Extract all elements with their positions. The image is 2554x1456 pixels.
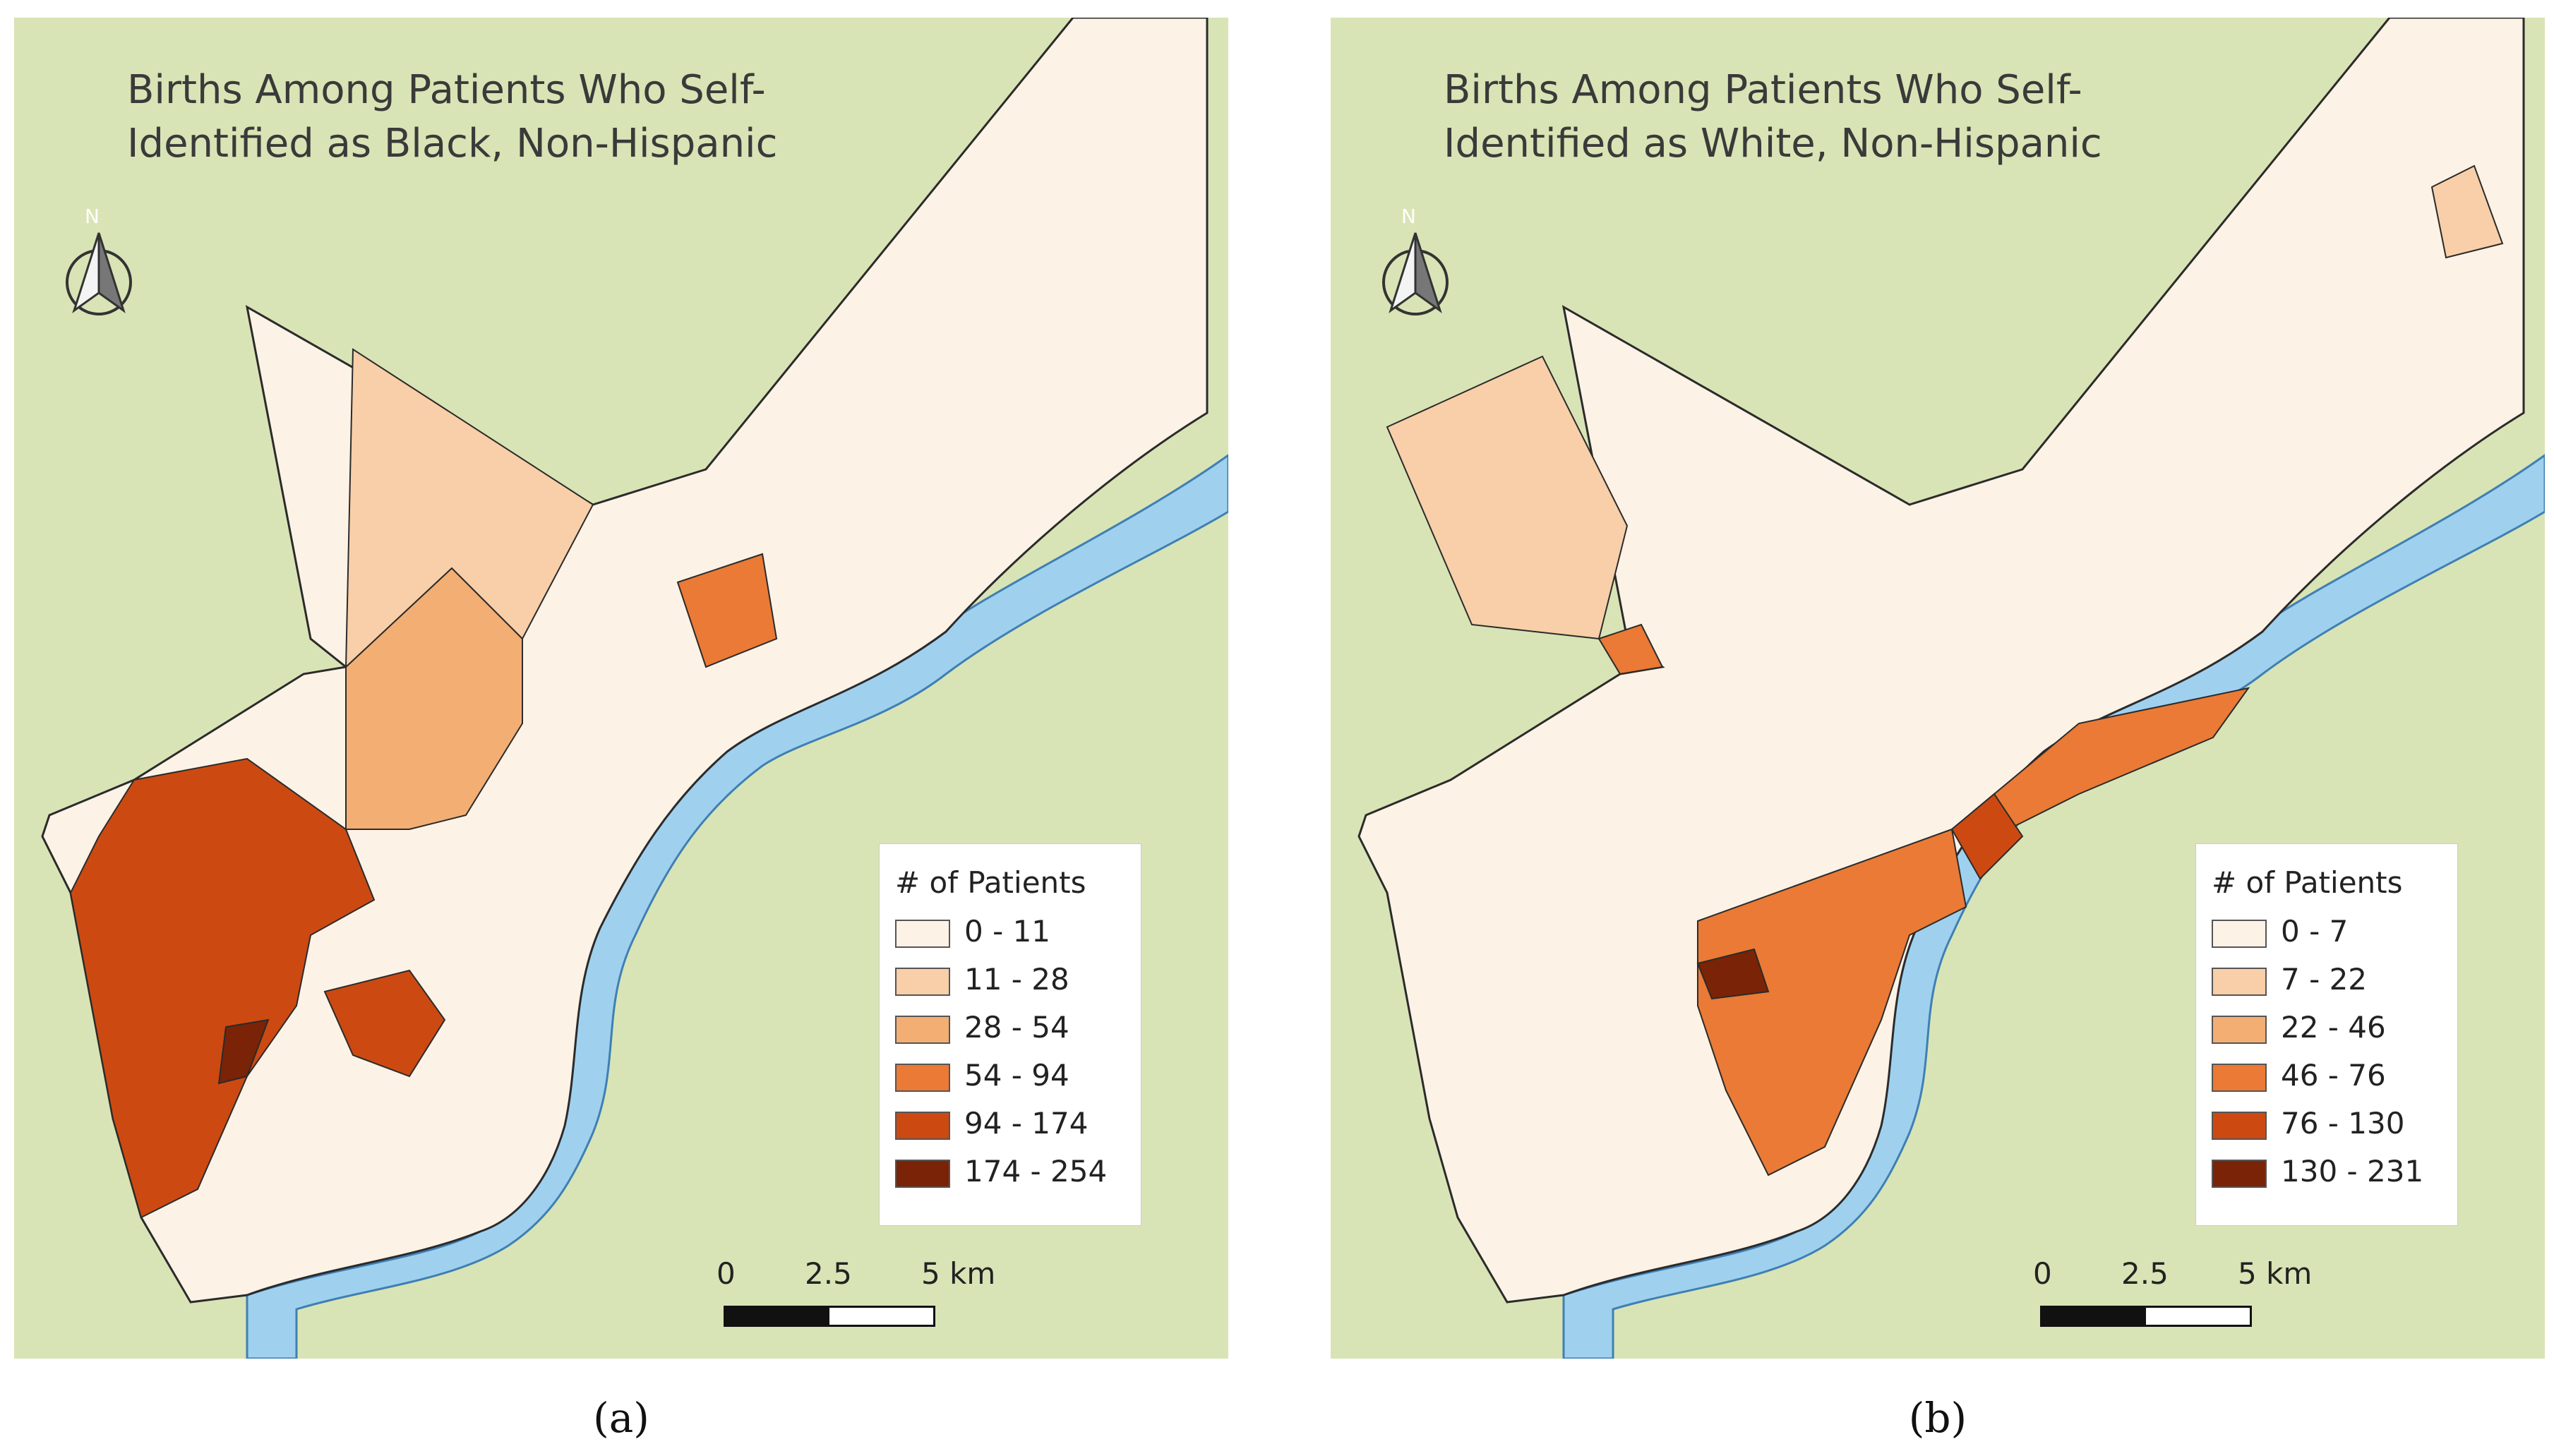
choropleth-map-black — [14, 18, 1228, 1359]
legend-title: # of Patients — [2212, 865, 2403, 900]
panel-label: (b) — [1908, 1394, 1967, 1442]
legend-label: 46 - 76 — [2281, 1058, 2386, 1093]
region-far-northeast — [2430, 164, 2504, 259]
north-arrow-icon — [1382, 232, 1449, 315]
region-high-south — [323, 969, 446, 1078]
scale-bar-segment — [829, 1308, 933, 1325]
legend-swatch — [2212, 1112, 2267, 1140]
north-arrow: N — [56, 205, 141, 318]
legend-swatch — [895, 968, 950, 996]
legend-swatch — [2212, 1064, 2267, 1092]
north-arrow-left — [1389, 232, 1417, 313]
scale-tick: 5 km — [2238, 1256, 2313, 1291]
scale-bar — [2040, 1306, 2252, 1327]
legend-swatch — [895, 1016, 950, 1044]
legend-label: 54 - 94 — [964, 1058, 1069, 1093]
region-high-west — [69, 757, 376, 1219]
panel-label: (a) — [593, 1394, 649, 1442]
region-fishtown — [1950, 793, 2024, 880]
map-title: Births Among Patients Who Self- Identifi… — [127, 64, 777, 171]
map-title-line-1: Births Among Patients Who Self- — [127, 67, 766, 113]
map-title: Births Among Patients Who Self- Identifi… — [1444, 64, 2102, 171]
legend-swatch — [2212, 968, 2267, 996]
map-panel-b: Births Among Patients Who Self- Identifi… — [1331, 0, 2545, 1456]
legend-swatch — [895, 920, 950, 948]
map-title-line-2: Identified as White, Non-Hispanic — [1444, 121, 2102, 167]
north-label: N — [1401, 205, 1416, 228]
scale-tick: 0 — [717, 1256, 736, 1291]
legend-label: 22 - 46 — [2281, 1010, 2386, 1045]
scale-tick: 5 km — [921, 1256, 996, 1291]
legend-label: 94 - 174 — [964, 1106, 1089, 1141]
north-arrow-right — [1414, 232, 1442, 313]
legend-label: 11 - 28 — [964, 962, 1069, 997]
region-top-west — [217, 1018, 270, 1085]
legend-label: 130 - 231 — [2281, 1154, 2424, 1189]
scale-tick: 0 — [2033, 1256, 2052, 1291]
legend-swatch — [2212, 1160, 2267, 1188]
legend: # of Patients 0 - 11 11 - 28 28 - 54 54 … — [879, 843, 1141, 1226]
region-northwest — [1386, 355, 1629, 640]
legend-label: 28 - 54 — [964, 1010, 1069, 1045]
legend-label: 0 - 7 — [2281, 914, 2349, 949]
legend: # of Patients 0 - 7 7 - 22 22 - 46 46 - … — [2195, 843, 2458, 1226]
city-boundary — [41, 18, 1209, 1304]
scale-tick: 2.5 — [2121, 1256, 2169, 1291]
region-center-top — [1696, 948, 1770, 1000]
north-arrow: N — [1373, 205, 1458, 318]
region-mid-north2 — [676, 553, 778, 668]
map-title-line-2: Identified as Black, Non-Hispanic — [127, 121, 778, 167]
region-low-north — [344, 348, 594, 669]
north-arrow-icon — [66, 232, 132, 315]
north-arrow-left — [72, 232, 100, 313]
scale-bar-segment — [726, 1308, 829, 1325]
scale-tick: 2.5 — [805, 1256, 852, 1291]
legend-swatch — [895, 1160, 950, 1188]
legend-label: 174 - 254 — [964, 1154, 1108, 1189]
legend-swatch — [895, 1112, 950, 1140]
legend-label: 7 - 22 — [2281, 962, 2368, 997]
north-label: N — [85, 205, 100, 228]
legend-swatch — [895, 1064, 950, 1092]
region-center-city — [1697, 828, 1967, 1177]
scale-bar-segment — [2146, 1308, 2250, 1325]
scale-bar-segment — [2042, 1308, 2146, 1325]
map-title-line-1: Births Among Patients Who Self- — [1444, 67, 2082, 113]
legend-label: 0 - 11 — [964, 914, 1051, 949]
legend-label: 76 - 130 — [2281, 1106, 2405, 1141]
scale-bar — [724, 1306, 935, 1327]
north-arrow-right — [97, 232, 126, 313]
map-panel-a: Births Among Patients Who Self- Identifi… — [14, 0, 1228, 1456]
legend-title: # of Patients — [895, 865, 1086, 900]
legend-swatch — [2212, 920, 2267, 948]
legend-swatch — [2212, 1016, 2267, 1044]
region-manayunk — [1597, 623, 1664, 675]
